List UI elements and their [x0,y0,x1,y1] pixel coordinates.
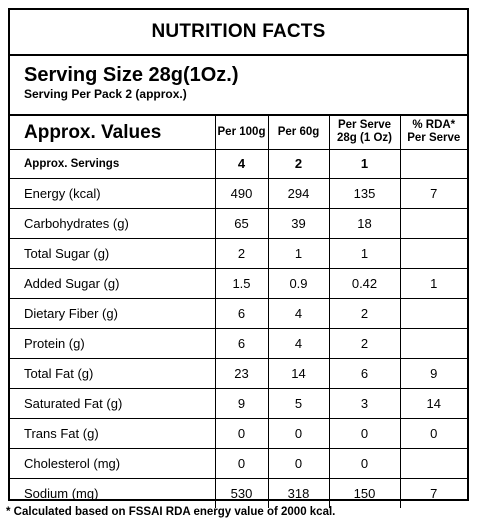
table-row: Energy (kcal) 490 294 135 7 [10,177,467,209]
cell-value: 4 [267,327,330,359]
cell-value [399,207,467,239]
row-label: Sodium (mg) [10,477,216,508]
row-label: Approx. Servings [10,149,216,179]
cell-value: 18 [328,207,401,239]
cell-value: 5 [267,387,330,419]
cell-value [399,237,467,269]
cell-value: 0 [214,417,269,449]
cell-value: 4 [267,297,330,329]
serving-info: Serving Size 28g(1Oz.) Serving Per Pack … [10,56,467,116]
cell-value: 3 [328,387,401,419]
cell-value: 0.9 [267,267,330,299]
nutrition-table: Approx. Values Per 100g Per 60g Per Serv… [10,116,467,508]
row-label: Carbohydrates (g) [10,207,216,239]
servings-row: Approx. Servings 4 2 1 [10,149,467,179]
cell-value: 6 [328,357,401,389]
cell-value: 2 [267,149,330,179]
column-header: Per 60g [267,116,330,150]
cell-value: 2 [328,297,401,329]
cell-value: 6 [214,327,269,359]
cell-value: 2 [214,237,269,269]
cell-value [399,149,467,179]
cell-value: 2 [328,327,401,359]
table-row: Protein (g) 6 4 2 [10,327,467,359]
table-heading: Approx. Values [10,116,216,150]
column-header: % RDA* Per Serve [399,116,467,150]
cell-value: 7 [399,177,467,209]
cell-value [399,327,467,359]
cell-value: 0 [214,447,269,479]
cell-value: 1 [328,149,401,179]
cell-value: 39 [267,207,330,239]
table-row: Saturated Fat (g) 9 5 3 14 [10,387,467,419]
cell-value: 65 [214,207,269,239]
serving-size: Serving Size 28g(1Oz.) [24,64,239,86]
cell-value: 150 [328,477,401,508]
cell-value: 6 [214,297,269,329]
cell-value: 1 [267,237,330,269]
cell-value: 9 [399,357,467,389]
nutrition-facts-panel: NUTRITION FACTS Serving Size 28g(1Oz.) S… [8,8,469,508]
cell-value: 0.42 [328,267,401,299]
cell-value: 294 [267,177,330,209]
cell-value: 7 [399,477,467,508]
table-row: Trans Fat (g) 0 0 0 0 [10,417,467,449]
cell-value [399,297,467,329]
cell-value: 490 [214,177,269,209]
table-row: Carbohydrates (g) 65 39 18 [10,207,467,239]
row-label: Protein (g) [10,327,216,359]
cell-value: 14 [267,357,330,389]
cell-value: 135 [328,177,401,209]
table-row: Cholesterol (mg) 0 0 0 [10,447,467,479]
table-row: Sodium (mg) 530 318 150 7 [10,477,467,508]
row-label: Total Fat (g) [10,357,216,389]
cell-value: 0 [328,447,401,479]
row-label: Added Sugar (g) [10,267,216,299]
cell-value: 9 [214,387,269,419]
row-label: Energy (kcal) [10,177,216,209]
cell-value: 1 [399,267,467,299]
row-label: Saturated Fat (g) [10,387,216,419]
table-row: Dietary Fiber (g) 6 4 2 [10,297,467,329]
cell-value: 14 [399,387,467,419]
panel-title: NUTRITION FACTS [10,10,467,56]
cell-value: 0 [267,417,330,449]
column-header: Per Serve 28g (1 Oz) [328,116,401,150]
table-row: Added Sugar (g) 1.5 0.9 0.42 1 [10,267,467,299]
table-row: Total Sugar (g) 2 1 1 [10,237,467,269]
cell-value: 0 [328,417,401,449]
cell-value: 1 [328,237,401,269]
cell-value: 0 [399,417,467,449]
cell-value: 23 [214,357,269,389]
footnote: * Calculated based on FSSAI RDA energy v… [6,506,336,518]
table-header-row: Approx. Values Per 100g Per 60g Per Serv… [10,116,467,150]
cell-value: 4 [214,149,269,179]
row-label: Total Sugar (g) [10,237,216,269]
serving-per-pack: Serving Per Pack 2 (approx.) [24,87,187,101]
cell-value: 318 [267,477,330,508]
row-label: Trans Fat (g) [10,417,216,449]
cell-value [399,447,467,479]
table-row: Total Fat (g) 23 14 6 9 [10,357,467,389]
column-header: Per 100g [214,116,269,150]
cell-value: 1.5 [214,267,269,299]
row-label: Dietary Fiber (g) [10,297,216,329]
cell-value: 530 [214,477,269,508]
cell-value: 0 [267,447,330,479]
row-label: Cholesterol (mg) [10,447,216,479]
